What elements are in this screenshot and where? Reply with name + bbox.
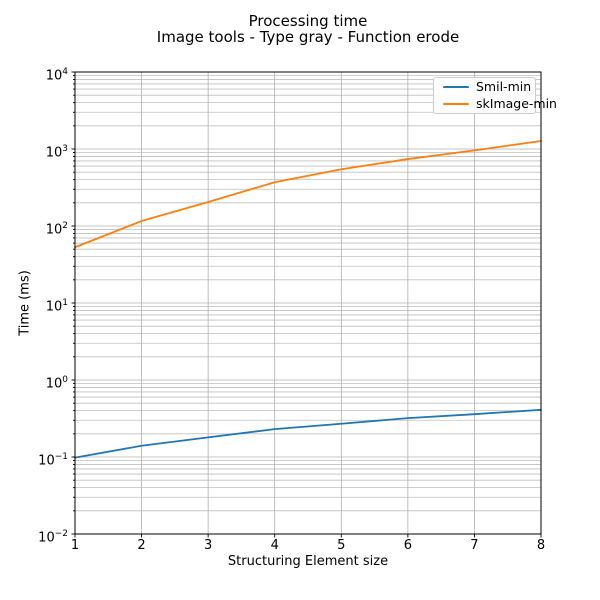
series-line-smil-min [74,408,542,459]
tick-marks [71,71,542,538]
chart-title-block: Processing time Image tools - Type gray … [75,13,541,45]
y-tick-label: 10−1 [38,452,68,469]
legend-line-sample-skimage [443,102,469,106]
y-tick-label: 100 [45,375,68,392]
legend: Smil-min skImage-min [433,77,557,114]
grid-minor [75,75,541,512]
x-tick-label: 5 [337,538,346,553]
legend-label: skImage-min [476,96,557,111]
chart-subtitle: Image tools - Type gray - Function erode [156,28,460,46]
legend-line-sample-smil [443,85,469,89]
legend-item: Smil-min [443,79,532,94]
x-tick-label: 2 [137,538,146,553]
y-tick-label: 101 [45,298,68,315]
x-tick-label: 8 [536,538,546,553]
y-tick-label: 104 [45,67,68,84]
y-tick-label: 103 [45,144,68,161]
x-tick-label: 1 [70,538,80,553]
legend-item: skImage-min [443,97,557,111]
x-tick-label: 6 [403,538,412,553]
y-tick-label: 10−2 [38,529,68,546]
chart-title: Processing time [248,12,368,30]
legend-label: Smil-min [476,79,532,94]
x-tick-label: 3 [204,538,213,553]
series-line-skimage-min [74,140,542,249]
x-axis-label: Structuring Element size [227,554,389,569]
y-axis-label: Time (ms) [17,270,33,336]
x-tick-label: 7 [470,538,479,553]
y-tick-label: 102 [45,221,68,238]
x-tick-label: 4 [270,538,279,553]
